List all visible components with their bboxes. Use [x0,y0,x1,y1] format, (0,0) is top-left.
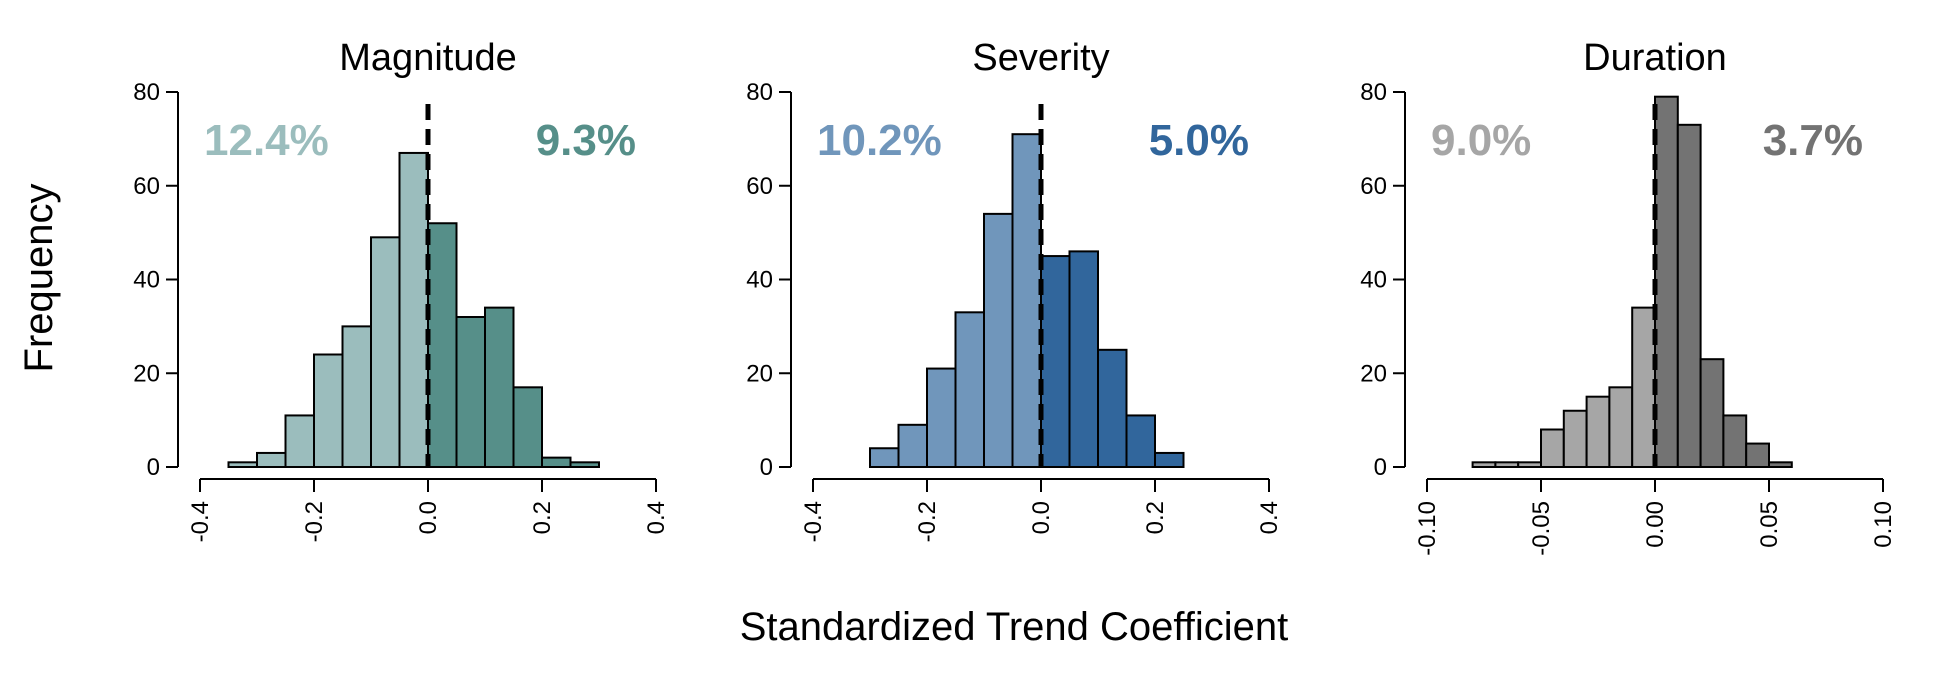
y-tick-label: 60 [1360,173,1387,200]
histogram-bar [341,325,372,468]
panel-severity: Severity 0 20 40 60 80 -0.4 -0.2 0.0 0.2 0.4 10.2% 5… [746,37,1283,542]
right-percent-label: 9.3% [536,116,636,165]
y-tick-label: 80 [746,79,773,106]
y-tick-label: 0 [1374,454,1387,481]
histogram-bar [541,456,572,468]
x-tick-label: 0.0 [1028,501,1055,534]
histogram-bar [1699,358,1725,468]
panel-duration: Duration 0 20 40 60 80 -0.10 -0.05 0.00 0.05 0.10 9… [1360,37,1897,556]
x-tick-label: -0.05 [1528,501,1555,556]
x-tick-label: 0.10 [1870,501,1897,548]
panel-magnitude: Magnitude 0 20 40 60 80 -0.4 -0.2 0.0 0.2 0.4 12.4%… [133,37,670,542]
panel-title: Severity [972,37,1109,79]
histogram-bar [1631,306,1656,468]
x-tick-label: 0.00 [1642,501,1669,548]
histogram-bar [1154,451,1185,468]
y-tick-label: 60 [133,173,160,200]
histogram-bar [1540,428,1565,468]
histogram-bar [1768,461,1793,468]
y-tick-label: 20 [133,360,160,387]
x-tick-label: -0.2 [914,501,941,542]
histogram-bar [1722,414,1748,468]
left-percent-label: 9.0% [1431,116,1531,165]
panel-title: Duration [1583,37,1727,79]
x-tick-label: -0.10 [1414,501,1441,556]
histogram-bar [1608,386,1634,468]
histogram-bar [427,222,458,468]
x-tick-label: 0.0 [415,501,442,534]
histogram-bar [1745,442,1770,468]
left-percent-label: 12.4% [204,116,329,165]
histogram-bar [1562,409,1588,468]
y-tick-label: 40 [1360,267,1387,294]
x-tick-label: -0.4 [187,501,214,542]
histogram-bar [484,306,515,468]
histogram-bar [1011,133,1042,468]
histogram-bar [284,414,315,468]
histogram-bar [983,212,1014,468]
x-tick-label: -0.2 [301,501,328,542]
histogram-bar [455,316,486,468]
y-tick-label: 40 [746,267,773,294]
x-tick-label: -0.4 [800,501,827,542]
histogram-bar [897,423,928,468]
panel-title: Magnitude [339,37,516,79]
histogram-bar [512,386,543,468]
histogram-bar [256,451,287,468]
histogram-bar [370,236,401,468]
histogram-bar [313,353,344,468]
histogram-bar [954,311,985,468]
histogram-bar [1676,123,1702,468]
histogram-bar [1040,255,1071,468]
histogram-bar [926,367,957,468]
y-tick-label: 40 [133,267,160,294]
histogram-bar [1125,414,1156,468]
x-axis-label: Standardized Trend Coefficient [740,605,1289,649]
x-tick-label: 0.4 [643,501,670,534]
histogram-bar [569,461,600,468]
histogram-bar [1654,95,1679,468]
x-tick-label: 0.2 [1142,501,1169,534]
y-tick-label: 0 [147,454,160,481]
histogram-bar [398,151,429,468]
histogram-bar [869,447,900,468]
y-tick-label: 80 [133,79,160,106]
histogram-bar [1471,461,1497,468]
y-axis-label: Frequency [17,184,61,373]
y-tick-label: 20 [746,360,773,387]
y-tick-label: 20 [1360,360,1387,387]
x-tick-label: 0.2 [529,501,556,534]
histogram-bar [1068,250,1099,468]
histogram-bar [1097,348,1128,468]
histogram-bar [1585,395,1611,468]
left-percent-label: 10.2% [817,116,942,165]
y-tick-label: 0 [760,454,773,481]
histogram-bar [1517,461,1542,468]
x-tick-label: 0.4 [1256,501,1283,534]
histogram-bar [1494,461,1520,468]
histogram-bar [227,461,258,468]
right-percent-label: 5.0% [1149,116,1249,165]
right-percent-label: 3.7% [1763,116,1863,165]
y-tick-label: 80 [1360,79,1387,106]
y-tick-label: 60 [746,173,773,200]
x-tick-label: 0.05 [1756,501,1783,548]
